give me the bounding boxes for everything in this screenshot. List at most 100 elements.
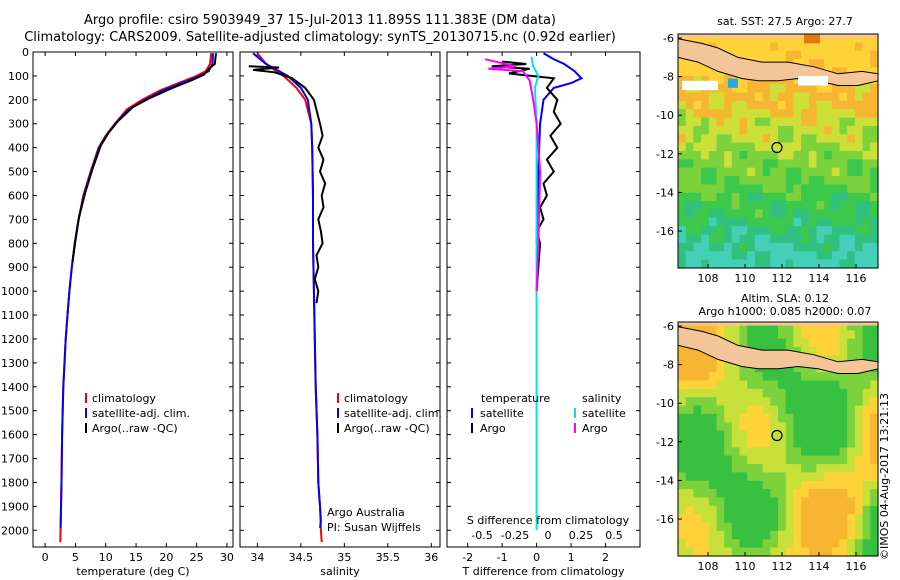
map-cell <box>831 464 841 474</box>
map-cell <box>831 439 841 448</box>
map-cell <box>693 142 702 152</box>
map-cell <box>716 380 725 390</box>
map-cell <box>831 84 841 94</box>
map-cell <box>870 338 879 348</box>
map-cell <box>847 34 856 43</box>
x-tick-label: 35 <box>337 551 351 564</box>
map-cell <box>693 547 702 557</box>
map-cell <box>847 159 856 169</box>
map-cell <box>862 242 871 252</box>
map-cell <box>831 489 841 499</box>
map-cell <box>831 530 841 540</box>
map-cell <box>762 372 771 382</box>
map-cell <box>724 405 733 415</box>
map-cell <box>854 372 864 382</box>
map-cell <box>801 167 810 177</box>
map-cell <box>716 422 725 432</box>
map-cell <box>854 422 864 432</box>
map-cell <box>770 539 779 549</box>
map-cell <box>839 50 848 60</box>
map-cell <box>854 251 864 261</box>
map-cell <box>678 405 687 415</box>
map-cell <box>831 234 841 244</box>
map-cell <box>816 184 825 194</box>
map-cell <box>770 522 779 532</box>
map-cell <box>816 159 825 169</box>
map-cell <box>816 34 825 43</box>
map-cell <box>693 388 702 398</box>
x-tick-label: 0 <box>533 551 540 564</box>
map-cell <box>839 42 848 52</box>
map-cell <box>854 151 864 160</box>
map-cell <box>824 142 833 152</box>
map-cell <box>824 422 833 432</box>
map-cell <box>847 242 856 252</box>
map-cell <box>870 109 879 119</box>
map-cell <box>739 109 748 119</box>
map-cell <box>731 176 741 186</box>
map-cell <box>762 472 771 482</box>
map-cell <box>824 505 833 515</box>
map-cell <box>685 184 694 194</box>
map-cell <box>785 380 794 390</box>
map-cell <box>678 59 687 69</box>
map-cell <box>862 176 871 186</box>
map-cell <box>801 497 810 507</box>
map-cell <box>770 464 779 474</box>
map-cell <box>685 34 694 43</box>
map-cell <box>793 50 802 60</box>
legend-label: satellite-adj. clim. <box>344 407 442 420</box>
map-cell <box>739 322 748 331</box>
map-cell <box>693 201 702 211</box>
map-cell <box>847 464 856 474</box>
map-cell <box>862 34 871 43</box>
map-cell <box>724 42 733 52</box>
x-tick-label: 2 <box>602 551 609 564</box>
map-cell <box>808 259 818 269</box>
map-cell <box>870 117 879 127</box>
map-cell <box>839 514 848 524</box>
map-cell <box>801 42 810 52</box>
map-cell <box>739 209 748 219</box>
map-cell <box>724 530 733 540</box>
map-cell <box>831 67 841 77</box>
map-cell <box>808 464 818 474</box>
legend-label: Argo(..raw -QC) <box>344 422 430 435</box>
map-cell <box>824 184 833 194</box>
map-cell <box>678 151 687 160</box>
map-x-tick-label: 108 <box>698 560 719 573</box>
map-cell <box>678 134 687 144</box>
map-cell <box>724 151 733 160</box>
map-cell <box>824 472 833 482</box>
map-cell <box>862 347 871 357</box>
map-cell <box>778 422 787 432</box>
map-cell <box>747 338 756 348</box>
map-cell <box>724 447 733 457</box>
map-cell <box>870 514 879 524</box>
map-cell <box>754 539 764 549</box>
map-cell <box>708 92 718 102</box>
map-cell <box>770 176 779 186</box>
map-cell <box>701 100 710 110</box>
map-cell <box>801 455 810 465</box>
map-cell <box>693 117 702 127</box>
map-cell <box>793 539 802 549</box>
map-cell <box>708 184 718 194</box>
map-cell <box>708 201 718 211</box>
map-cell <box>747 439 756 448</box>
map-cell <box>862 405 871 415</box>
map-cell <box>762 226 771 236</box>
map-cell <box>731 209 741 219</box>
map-cell <box>847 201 856 211</box>
map-cell <box>870 242 879 252</box>
map-cell <box>862 50 871 60</box>
map-cell <box>785 447 794 457</box>
map-cell <box>739 142 748 152</box>
map-cell <box>847 547 856 557</box>
map-cell <box>824 388 833 398</box>
map-cell <box>793 75 802 85</box>
map-cell <box>870 184 879 194</box>
map-cell <box>808 397 818 407</box>
map-cell <box>793 226 802 236</box>
map-cell <box>770 338 779 348</box>
